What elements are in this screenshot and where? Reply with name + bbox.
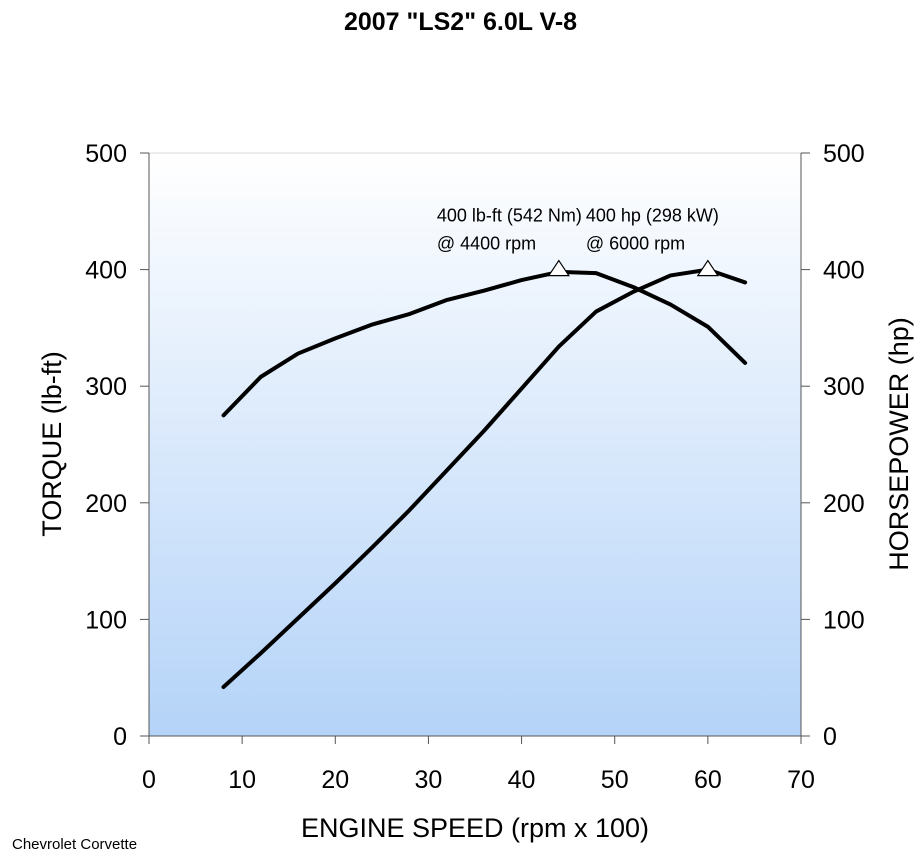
horsepower-curve	[221, 267, 748, 690]
plot-area	[149, 153, 801, 736]
annotation-line2: @ 4400 rpm	[437, 234, 536, 254]
x-tick-label: 0	[142, 766, 156, 794]
footer-caption: Chevrolet Corvette	[12, 836, 138, 853]
y-tick-label-left: 400	[85, 257, 127, 285]
x-tick-label: 20	[321, 766, 349, 794]
y-tick-label-left: 100	[85, 606, 127, 634]
x-tick-label: 40	[508, 766, 536, 794]
torque-curve	[221, 269, 748, 418]
y-tick-label-left: 0	[113, 723, 127, 751]
annotation-line1: 400 hp (298 kW)	[586, 206, 719, 226]
y-tick-label-right: 200	[823, 490, 865, 518]
y-tick-label-left: 300	[85, 373, 127, 401]
chart-title: 2007 "LS2" 6.0L V-8	[343, 8, 578, 36]
y-tick-label-left: 500	[85, 140, 127, 168]
x-tick-label: 10	[228, 766, 256, 794]
y-tick-label-right: 500	[823, 140, 865, 168]
y-tick-label-right: 0	[823, 723, 837, 751]
y-tick-label-right: 300	[823, 373, 865, 401]
annotation-line1: 400 lb-ft (542 Nm)	[437, 206, 582, 226]
y-tick-label-left: 200	[85, 490, 127, 518]
x-axis-title: ENGINE SPEED (rpm x 100)	[301, 813, 649, 843]
x-tick-label: 70	[787, 766, 815, 794]
x-tick-label: 60	[694, 766, 722, 794]
x-tick-label: 30	[415, 766, 443, 794]
y-axis-left-title: TORQUE (lb-ft)	[37, 351, 67, 537]
y-tick-label-right: 400	[823, 257, 865, 285]
peak-horsepower-marker	[696, 259, 719, 277]
x-tick-label: 50	[601, 766, 629, 794]
y-tick-label-right: 100	[823, 606, 865, 634]
y-axis-right-title: HORSEPOWER (hp)	[884, 317, 914, 571]
peak-torque-marker	[547, 259, 570, 277]
annotation-line2: @ 6000 rpm	[586, 234, 685, 254]
